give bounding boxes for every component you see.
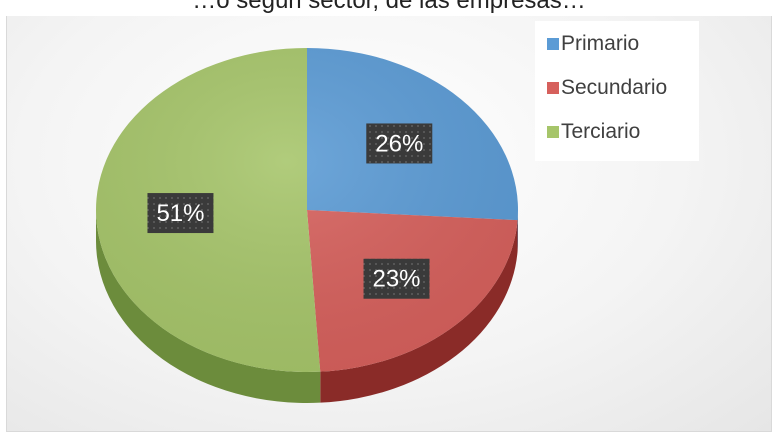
chart-area: 26% 23% 51% Primario Secundario Terciario (6, 14, 772, 432)
data-label-secundario: 23% (363, 258, 430, 299)
pie-side-terciario (96, 210, 321, 403)
legend-swatch-secundario (547, 82, 559, 94)
legend-label-secundario: Secundario (561, 76, 668, 99)
data-label-box-secundario (363, 258, 430, 299)
legend-label-terciario: Terciario (561, 120, 641, 143)
data-label-box-terciario (147, 193, 214, 234)
pie-labels: 26% 23% 51% (147, 123, 433, 299)
legend-label-primario: Primario (561, 32, 640, 55)
pie-chart: 26% 23% 51% (96, 48, 518, 403)
data-label-text-terciario: 51% (156, 200, 204, 227)
legend-item-terciario: Terciario (547, 119, 640, 145)
pie-side-secundario (320, 220, 518, 403)
chart-title-text: …o según sector, de las empresas… (192, 0, 586, 14)
legend-swatch-terciario (547, 126, 559, 138)
legend: Primario Secundario Terciario (535, 21, 699, 161)
pie-sides (96, 210, 518, 403)
data-label-terciario: 51% (147, 193, 214, 234)
legend-item-secundario: Secundario (547, 75, 667, 101)
legend-swatch-primario (547, 38, 559, 50)
data-label-box-primario (366, 123, 433, 164)
data-label-primario: 26% (366, 123, 433, 164)
chart-title: …o según sector, de las empresas… (0, 0, 778, 16)
legend-item-primario: Primario (547, 31, 639, 57)
data-label-text-primario: 26% (375, 130, 423, 157)
data-label-text-secundario: 23% (372, 266, 420, 293)
